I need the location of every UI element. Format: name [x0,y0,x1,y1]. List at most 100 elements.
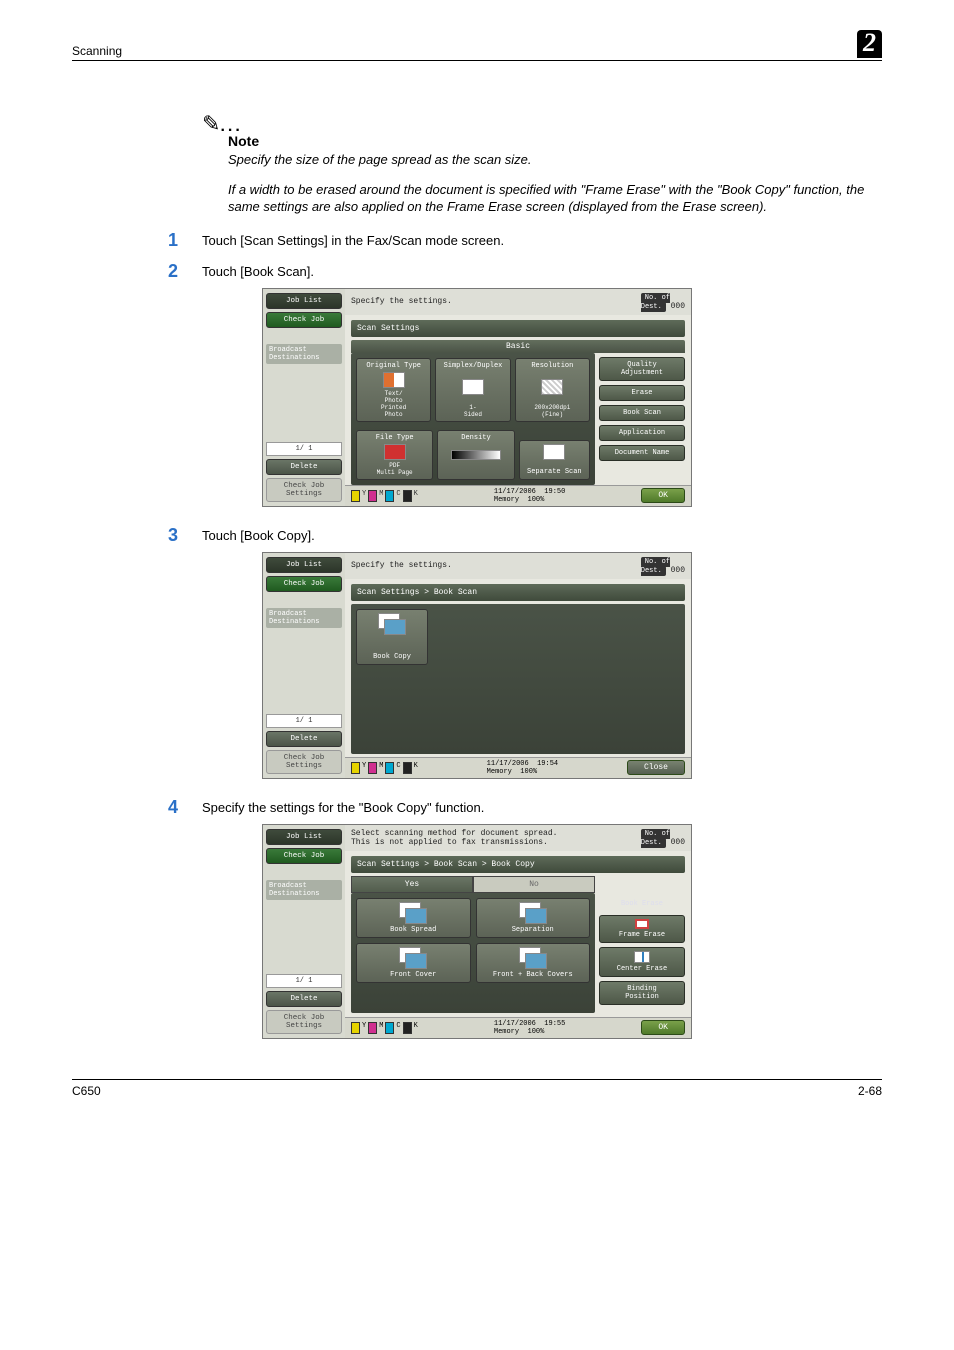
binding-button[interactable]: Binding Position [599,981,685,1005]
pdf-icon [384,444,406,460]
page-indicator-3: 1/ 1 [266,974,342,988]
step-4: 4 Specify the settings for the "Book Cop… [168,797,882,818]
close-button[interactable]: Close [627,760,685,775]
screenshot-book-scan: Job List Check Job Broadcast Destination… [262,552,692,779]
shot2-time: 19:54 [537,760,558,768]
front-back-tile[interactable]: Front + Back Covers [476,943,591,983]
density-bar-icon [451,450,501,460]
shot1-left-panel: Job List Check Job Broadcast Destination… [263,289,345,506]
shot3-left-panel: Job List Check Job Broadcast Destination… [263,825,345,1038]
check-job-button-3[interactable]: Check Job [266,848,342,864]
shot3-time: 19:55 [544,1020,565,1028]
shot2-main: Book Copy [351,604,685,754]
separation-tile[interactable]: Separation [476,898,591,938]
frame-erase-button[interactable]: Frame Erase [599,915,685,943]
simplex-icon [462,379,484,395]
job-list-button-3[interactable]: Job List [266,829,342,845]
resolution-tile[interactable]: Resolution 200x200dpi (Fine) [515,358,590,422]
shot2-title: Specify the settings. [351,561,452,570]
density-tile[interactable]: Density [437,430,514,480]
broadcast-label-2: Broadcast Destinations [266,608,342,628]
shot3-statusbar: Y M C K 11/17/2006 19:55 Memory 100% OK [345,1017,691,1038]
page-indicator-2: 1/ 1 [266,714,342,728]
check-settings-button[interactable]: Check Job Settings [266,478,342,502]
document-name-button[interactable]: Document Name [599,445,685,461]
quality-button[interactable]: Quality Adjustment [599,357,685,381]
step-1: 1 Touch [Scan Settings] in the Fax/Scan … [168,230,882,251]
ok-button[interactable]: OK [641,488,685,503]
basic-header: Basic [351,340,685,353]
separate-scan-icon [543,444,565,460]
separation-icon-2 [525,908,547,924]
shot1-topbar: Specify the settings. No. of Dest. 000 [345,289,691,315]
shot3-breadcrumb: Scan Settings > Book Scan > Book Copy [351,856,685,873]
step-2-num: 2 [168,261,202,282]
check-settings-button-3[interactable]: Check Job Settings [266,1010,342,1034]
book-scan-button[interactable]: Book Scan [599,405,685,421]
yes-no-tabs: Yes No [351,876,685,893]
resolution-icon [541,379,563,395]
shot2-breadcrumb: Scan Settings > Book Scan [351,584,685,601]
shot1-statusbar: Y M C K 11/17/2006 19:50 Memory 100% OK [345,485,691,506]
footer-page: 2-68 [858,1084,882,1098]
header-section: Scanning [72,44,122,58]
no-tab[interactable]: No [473,876,595,893]
delete-button[interactable]: Delete [266,459,342,475]
shot2-topbar: Specify the settings. No. of Dest. 000 [345,553,691,579]
page-footer: C650 2-68 [72,1079,882,1098]
page-indicator: 1/ 1 [266,442,342,456]
pencil-icon: ✎ [202,111,220,136]
shot3-title: Select scanning method for document spre… [351,829,557,847]
erase-button[interactable]: Erase [599,385,685,401]
dest-label: No. of Dest. [641,293,670,312]
note-text-1: Specify the size of the page spread as t… [228,151,882,169]
application-button[interactable]: Application [599,425,685,441]
book-copy-icon-2 [384,619,406,635]
frame-erase-icon [635,919,649,929]
job-list-button[interactable]: Job List [266,293,342,309]
shot3-topbar: Select scanning method for document spre… [345,825,691,851]
check-job-button-2[interactable]: Check Job [266,576,342,592]
shot1-breadcrumb: Scan Settings [351,320,685,337]
front-back-icon-2 [525,953,547,969]
ok-button-3[interactable]: OK [641,1020,685,1035]
step-3: 3 Touch [Book Copy]. [168,525,882,546]
note-block: ✎... Note Specify the size of the page s… [202,111,882,216]
book-spread-tile[interactable]: Book Spread [356,898,471,938]
step-1-num: 1 [168,230,202,251]
yes-tab[interactable]: Yes [351,876,473,893]
center-erase-icon [634,951,650,963]
front-cover-tile[interactable]: Front Cover [356,943,471,983]
center-erase-button[interactable]: Center Erase [599,947,685,977]
separate-scan-tile[interactable]: Separate Scan [519,440,590,480]
book-copy-tile[interactable]: Book Copy [356,609,428,665]
note-label: Note [228,133,882,149]
step-3-num: 3 [168,525,202,546]
shot1-title: Specify the settings. [351,297,452,306]
header-chapter: 2 [857,30,882,58]
file-type-tile[interactable]: File Type PDF Multi Page [356,430,433,480]
broadcast-label: Broadcast Destinations [266,344,342,364]
job-list-button-2[interactable]: Job List [266,557,342,573]
page-header: Scanning 2 [72,30,882,61]
simplex-tile[interactable]: Simplex/Duplex 1- Sided [435,358,510,422]
delete-button-3[interactable]: Delete [266,991,342,1007]
step-1-text: Touch [Scan Settings] in the Fax/Scan mo… [202,233,504,248]
screenshot-book-copy: Job List Check Job Broadcast Destination… [262,824,692,1039]
delete-button-2[interactable]: Delete [266,731,342,747]
original-type-tile[interactable]: Original Type Text/ Photo Printed Photo [356,358,431,422]
note-text-2: If a width to be erased around the docum… [228,181,882,216]
step-4-text: Specify the settings for the "Book Copy"… [202,800,484,815]
shot2-statusbar: Y M C K 11/17/2006 19:54 Memory 100% Clo… [345,757,691,778]
step-4-num: 4 [168,797,202,818]
spread-icon-2 [405,908,427,924]
screenshot-scan-settings: Job List Check Job Broadcast Destination… [262,288,692,507]
shot3-date: 11/17/2006 [494,1020,536,1028]
step-3-text: Touch [Book Copy]. [202,528,315,543]
check-job-button[interactable]: Check Job [266,312,342,328]
shot1-time: 19:50 [544,488,565,496]
book-erase-label: Book Erase [599,897,685,911]
original-type-icon [383,372,405,388]
shot1-date: 11/17/2006 [494,488,536,496]
check-settings-button-2[interactable]: Check Job Settings [266,750,342,774]
